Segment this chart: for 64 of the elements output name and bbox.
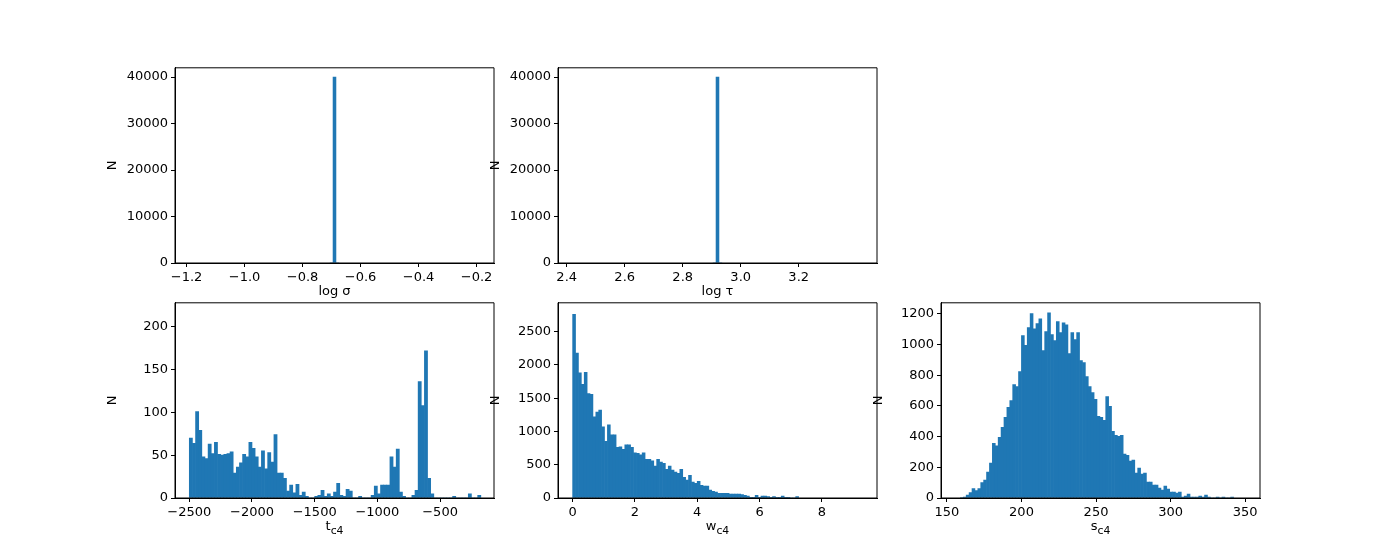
y-tick-label: 30000	[509, 114, 551, 130]
x-axis-title: log σ	[317, 283, 352, 298]
y-tick-label: 0	[925, 489, 934, 505]
y-tick-label: 200	[909, 458, 934, 474]
y-tick-label: 200	[143, 318, 168, 334]
x-axis-title: w$_{c4}$	[704, 518, 731, 537]
y-tick-label: 1000	[900, 336, 934, 352]
y-tick-label: 0	[542, 254, 551, 270]
y-tick-label: 10000	[509, 207, 551, 223]
y-axis-title: N	[487, 395, 503, 406]
x-tick-label: 6	[755, 504, 764, 520]
y-tick-label: 400	[909, 428, 934, 444]
y-tick-label: 600	[909, 397, 934, 413]
x-tick-label: −2500	[167, 504, 212, 520]
x-axis-title: s$_{c4}$	[1089, 518, 1112, 537]
x-axis-title: t$_{c4}$	[324, 518, 345, 537]
x-tick-label: 2	[630, 504, 640, 520]
y-tick-label: 500	[526, 456, 551, 472]
x-axis-title: log τ	[700, 283, 735, 298]
y-tick-label: 800	[909, 366, 934, 382]
x-tick-label: 3.0	[730, 269, 752, 285]
y-axis-title: N	[104, 160, 120, 171]
y-tick-label: 20000	[126, 161, 168, 177]
y-tick-label: 100	[143, 403, 168, 419]
y-axis-title: N	[487, 160, 503, 171]
x-tick-label: 2.4	[556, 269, 578, 285]
y-tick-label: 10000	[126, 207, 168, 223]
x-tick-label: −2000	[230, 504, 274, 520]
y-tick-label: 150	[143, 360, 168, 376]
x-tick-label: −0.2	[460, 269, 493, 285]
x-tick-label: 350	[1232, 504, 1258, 520]
x-tick-label: −500	[422, 504, 458, 520]
y-axis-title: N	[104, 395, 120, 406]
x-tick-label: 4	[693, 504, 702, 520]
x-tick-label: −1500	[292, 504, 337, 520]
y-tick-label: 40000	[126, 68, 168, 84]
y-tick-label: 0	[542, 489, 551, 505]
y-tick-label: 0	[159, 254, 168, 270]
y-tick-label: 40000	[509, 68, 551, 84]
y-tick-label: 1500	[517, 389, 551, 405]
x-tick-label: 2.8	[672, 269, 694, 285]
y-tick-label: 20000	[509, 161, 551, 177]
x-tick-label: 150	[934, 504, 960, 520]
x-tick-label: −1.2	[170, 269, 203, 285]
x-tick-label: 8	[817, 504, 826, 520]
x-tick-label: 250	[1083, 504, 1109, 520]
x-tick-label: −1000	[355, 504, 400, 520]
x-tick-label: 300	[1158, 504, 1183, 520]
y-tick-label: 1200	[900, 305, 934, 321]
x-tick-label: −1.0	[228, 269, 261, 285]
y-tick-label: 0	[159, 489, 168, 505]
y-tick-label: 2500	[517, 323, 551, 339]
x-tick-label: 3.2	[788, 269, 810, 285]
x-tick-label: 0	[568, 504, 577, 520]
y-tick-label: 1000	[517, 422, 551, 438]
x-tick-label: −0.8	[286, 269, 319, 285]
x-tick-label: −0.6	[344, 269, 377, 285]
y-tick-label: 30000	[126, 114, 168, 130]
y-tick-label: 2000	[517, 356, 551, 372]
x-tick-label: 200	[1009, 504, 1034, 520]
x-tick-label: −0.4	[402, 269, 435, 285]
x-tick-label: 2.6	[614, 269, 636, 285]
y-axis-title: N	[870, 395, 886, 406]
y-tick-label: 50	[151, 446, 168, 462]
